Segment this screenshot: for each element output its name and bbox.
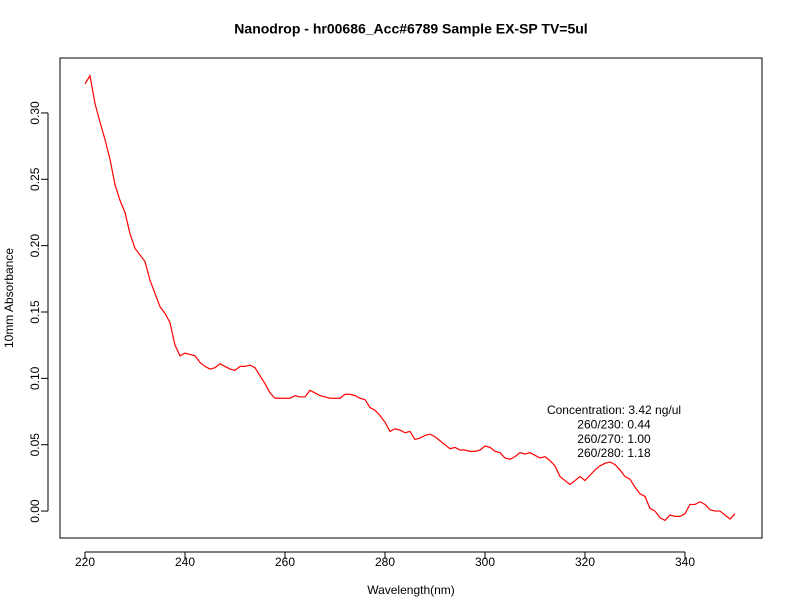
x-axis-label: Wavelength(nm) [367, 583, 455, 597]
annotation: 260/230: 0.44 [577, 417, 651, 431]
annotation: 260/280: 1.18 [577, 446, 651, 460]
chart-title: Nanodrop - hr00686_Acc#6789 Sample EX-SP… [234, 21, 587, 37]
y-axis-label: 10mm Absorbance [2, 248, 16, 348]
annotation: Concentration: 3.42 ng/ul [547, 403, 681, 417]
x-tick-label: 220 [75, 555, 95, 569]
y-tick-label: 0.10 [28, 366, 42, 390]
y-tick-label: 0.30 [28, 101, 42, 125]
y-tick-label: 0.15 [28, 300, 42, 324]
x-tick-label: 300 [475, 555, 495, 569]
x-tick-label: 260 [275, 555, 295, 569]
annotation: 260/270: 1.00 [577, 432, 651, 446]
x-tick-label: 320 [575, 555, 595, 569]
data-line [84, 74, 736, 522]
y-tick-label: 0.00 [28, 499, 42, 523]
y-tick-label: 0.05 [28, 433, 42, 457]
x-tick-label: 280 [375, 555, 395, 569]
y-tick-label: 0.25 [28, 167, 42, 191]
x-tick-label: 340 [675, 555, 695, 569]
y-tick-label: 0.20 [28, 234, 42, 258]
x-tick-label: 240 [175, 555, 195, 569]
plot-frame [59, 57, 763, 539]
